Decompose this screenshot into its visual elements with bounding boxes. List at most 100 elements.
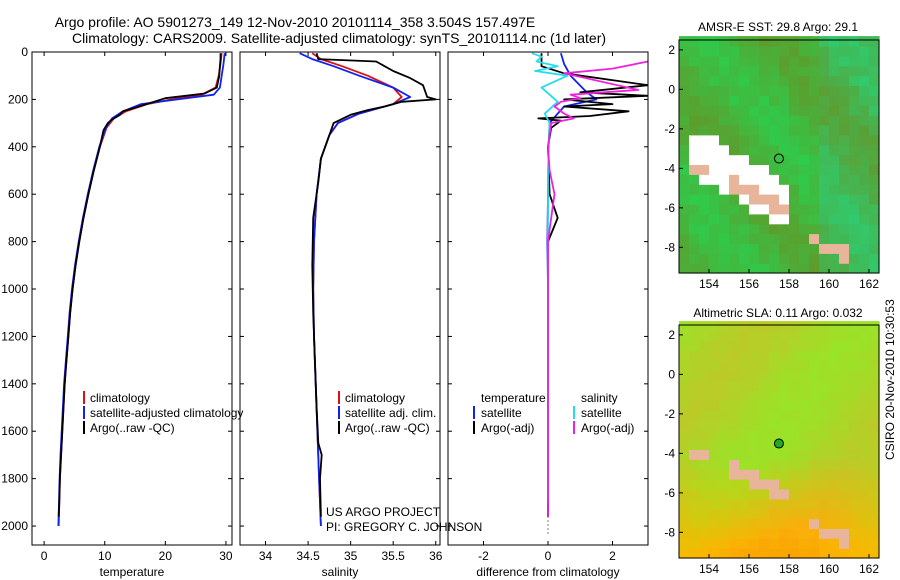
map-cell xyxy=(759,340,770,352)
map-cell xyxy=(849,263,860,274)
map-cell xyxy=(839,488,850,500)
map-cell xyxy=(739,263,750,274)
argo-location-marker xyxy=(773,153,784,164)
map-cell xyxy=(719,55,730,67)
map-cell xyxy=(739,419,750,431)
map-cell xyxy=(789,508,800,520)
map-cell xyxy=(819,203,830,215)
map-cell xyxy=(849,350,860,362)
map-cell xyxy=(689,45,700,57)
map-cell xyxy=(849,400,860,411)
map-cell xyxy=(709,85,720,96)
map-cell xyxy=(839,419,850,431)
map-cell xyxy=(749,380,760,391)
map-cell xyxy=(689,65,700,77)
map-cell xyxy=(709,194,720,205)
map-cell xyxy=(709,223,720,235)
map-cell xyxy=(679,380,690,391)
map-cell xyxy=(769,115,780,126)
x-tick-label: 154 xyxy=(699,277,719,291)
map-cell xyxy=(869,488,880,500)
map-cell xyxy=(809,439,820,450)
map-cell xyxy=(749,330,760,342)
map-cell xyxy=(839,223,850,235)
map-cell xyxy=(679,144,690,156)
map-cell xyxy=(689,263,700,274)
map-cell xyxy=(809,233,820,244)
map-cell xyxy=(829,174,840,185)
x-tick-label: 20 xyxy=(159,549,173,563)
map-cell xyxy=(709,498,720,510)
map-cell xyxy=(729,154,740,165)
y-tick-label: -6 xyxy=(664,486,675,500)
series-argo-raw-qc- xyxy=(57,53,222,517)
y-tick-label: 1600 xyxy=(1,424,28,438)
map-cell xyxy=(719,203,730,215)
x-tick-label: 156 xyxy=(739,562,759,576)
map-cell xyxy=(859,184,870,195)
map-cell xyxy=(719,340,730,352)
map-cell xyxy=(759,449,770,460)
map-cell xyxy=(809,538,820,549)
map-cell xyxy=(799,419,810,431)
map-cell xyxy=(779,144,790,156)
map-cell xyxy=(749,65,760,77)
map-cell xyxy=(729,75,740,86)
y-tick-label: -4 xyxy=(664,161,675,175)
map-cell xyxy=(769,184,780,195)
map-cell xyxy=(679,528,690,539)
map-cell xyxy=(679,85,690,96)
map-cell xyxy=(779,538,790,549)
map-cell xyxy=(739,360,750,371)
map-cell xyxy=(689,409,700,421)
map-cell xyxy=(839,538,850,549)
map-cell xyxy=(689,203,700,215)
map-cell xyxy=(689,95,700,106)
map-cell xyxy=(719,469,730,480)
map-cell xyxy=(829,538,840,549)
map-cell xyxy=(819,459,830,470)
x-tick-label: -2 xyxy=(478,549,489,563)
map-cell xyxy=(799,459,810,470)
map-cell xyxy=(699,223,710,235)
map-cell xyxy=(679,390,690,401)
map-cell xyxy=(749,459,760,470)
map-cell xyxy=(759,409,770,421)
map-cell xyxy=(679,36,690,47)
map-cell xyxy=(779,223,790,235)
map-cell xyxy=(849,233,860,244)
map-cell xyxy=(809,518,820,529)
map-cell xyxy=(759,164,770,175)
map-cell xyxy=(769,174,780,185)
map-cell xyxy=(859,429,870,441)
map-cell xyxy=(749,538,760,549)
map-cell xyxy=(869,164,880,175)
map-cell xyxy=(749,469,760,480)
map-cell xyxy=(769,449,780,460)
map-cell xyxy=(699,498,710,510)
map-cell xyxy=(859,400,870,411)
map-cell xyxy=(819,390,830,401)
sst-map-panel: 154 156 158 160 162 2 0 -2 -4 -6 -8 xyxy=(664,36,880,291)
map-cell xyxy=(759,469,770,480)
map-cell xyxy=(849,469,860,480)
map-cell xyxy=(799,75,810,86)
map-cell xyxy=(839,134,850,146)
map-cell xyxy=(869,439,880,450)
map-cell xyxy=(849,203,860,215)
map-cell xyxy=(829,213,840,225)
map-cell xyxy=(779,75,790,86)
map-cell xyxy=(749,124,760,136)
map-cell xyxy=(689,243,700,254)
legend-label: climatology xyxy=(345,391,405,405)
map-cell xyxy=(759,144,770,156)
map-cell xyxy=(719,390,730,401)
map-cell xyxy=(699,350,710,362)
map-cell xyxy=(829,390,840,401)
map-cell xyxy=(809,449,820,460)
map-cell xyxy=(719,154,730,165)
y-tick-label: 1200 xyxy=(1,329,28,343)
map-cell xyxy=(819,340,830,352)
map-cell xyxy=(709,548,720,559)
map-cell xyxy=(839,459,850,470)
